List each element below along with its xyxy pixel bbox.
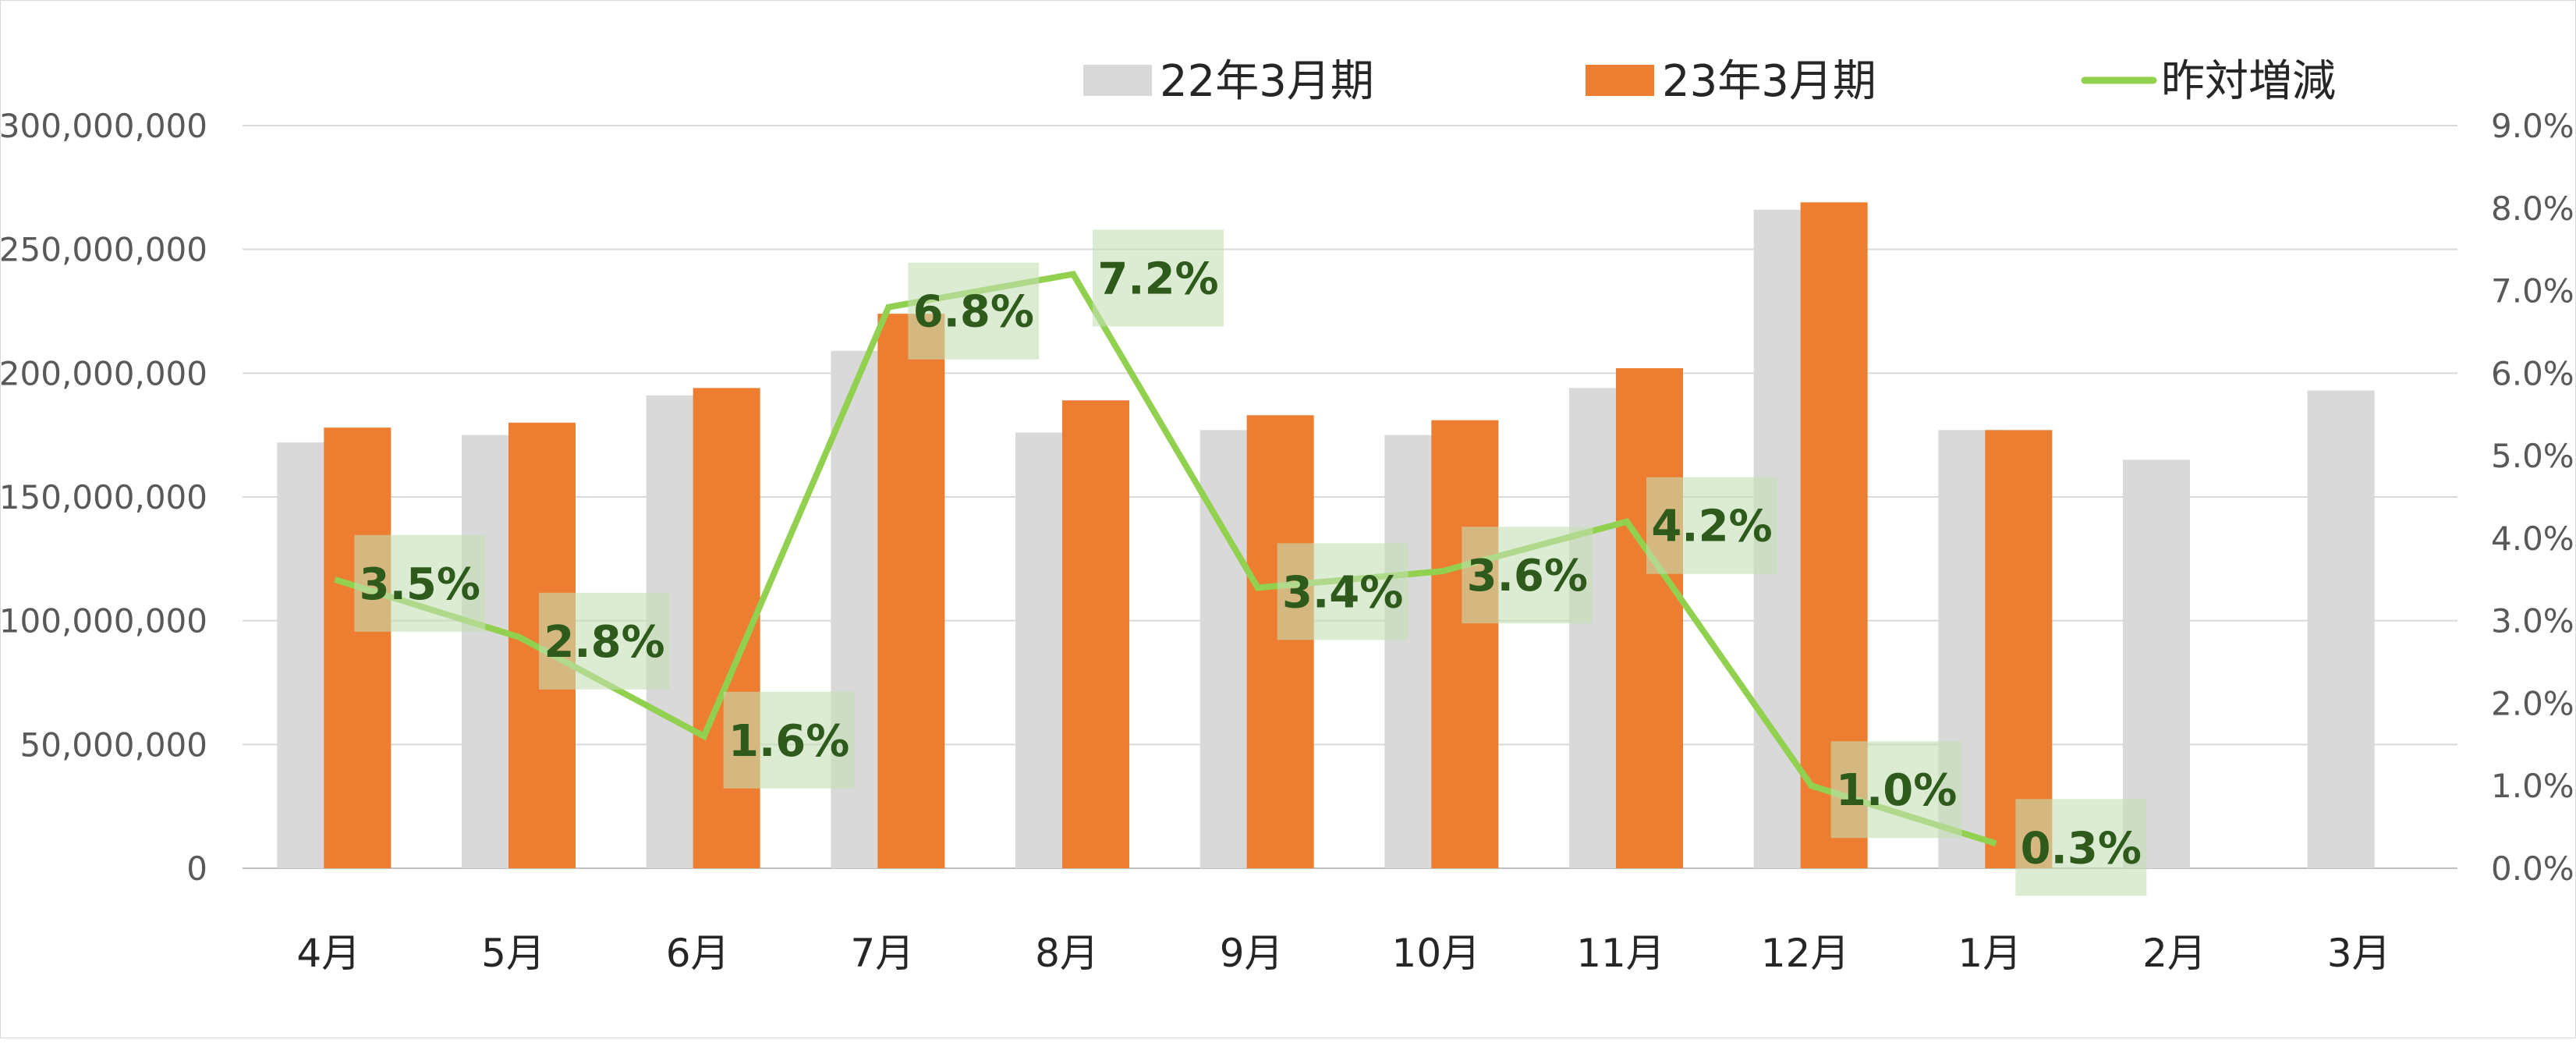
legend-label: 昨対増減: [2161, 56, 2336, 107]
legend-label: 23年3月期: [1662, 56, 1876, 107]
data-label: 0.3%: [2021, 823, 2142, 874]
data-label-box: [908, 262, 1040, 360]
bar-23年3月期: [1062, 400, 1129, 868]
bar-23年3月期: [1246, 415, 1314, 868]
category-label: 4月: [296, 931, 360, 976]
category-label: 3月: [2327, 931, 2391, 976]
bar-23年3月期: [1616, 367, 1683, 868]
data-label-box: [1830, 741, 1962, 839]
data-label-box: [1277, 543, 1408, 640]
data-label: 1.6%: [728, 716, 849, 767]
legend-label: 22年3月期: [1160, 56, 1374, 107]
data-label-box: [1646, 477, 1777, 574]
data-label: 7.2%: [1097, 254, 1218, 304]
data-labels: 3.5% 2.8% 1.6% 6.8% 7.2% 3.4% 3.6% 4.2% 1.0% 0.3%: [354, 229, 2147, 896]
category-label: 2月: [2142, 931, 2206, 976]
data-label: 6.8%: [913, 287, 1034, 338]
bars: [277, 202, 2375, 869]
right-axis-tick-label: 7.0%: [2491, 272, 2574, 310]
left-axis-tick-label: 250,000,000: [1, 231, 207, 269]
category-axis: 4月 5月 6月 7月 8月 9月 10月 11月 12月 1月 2月 3月: [296, 931, 2390, 976]
legend-swatch: [1586, 65, 1654, 96]
category-label: 7月: [850, 931, 914, 976]
right-axis-ticks: 0.0% 1.0% 2.0% 3.0% 4.0% 5.0% 6.0% 7.0% 8.0% 9.0%: [2491, 107, 2574, 888]
category-label: 9月: [1220, 931, 1284, 976]
data-label: 3.5%: [360, 559, 480, 610]
category-label: 10月: [1392, 931, 1481, 976]
category-label: 12月: [1761, 931, 1850, 976]
right-axis-tick-label: 5.0%: [2491, 437, 2574, 475]
right-axis-tick-label: 8.0%: [2491, 190, 2574, 228]
category-label: 11月: [1576, 931, 1665, 976]
data-label-box: [723, 691, 855, 789]
right-axis-tick-label: 9.0%: [2491, 107, 2574, 145]
category-label: 8月: [1035, 931, 1099, 976]
bar-23年3月期: [1431, 420, 1499, 868]
bar-22年3月期: [2307, 390, 2375, 869]
right-axis-tick-label: 3.0%: [2491, 602, 2574, 640]
right-axis-tick-label: 2.0%: [2491, 684, 2574, 722]
data-label: 2.8%: [544, 617, 664, 668]
bar-23年3月期: [877, 314, 945, 868]
right-axis-tick-label: 0.0%: [2491, 850, 2574, 888]
left-axis-ticks: 0 50,000,000 100,000,000 150,000,000 200,000…: [0, 107, 207, 888]
data-label: 3.6%: [1467, 551, 1588, 601]
data-label-box: [1093, 229, 1224, 327]
category-label: 1月: [1958, 931, 2021, 976]
left-axis-tick-label: 200,000,000: [1, 354, 207, 392]
data-label-box: [539, 592, 670, 690]
left-axis-tick-label: 50,000,000: [20, 725, 207, 764]
left-axis-tick-label: 0: [186, 850, 207, 888]
right-axis-tick-label: 1.0%: [2491, 767, 2574, 805]
legend-swatch: [1083, 65, 1152, 96]
bar-23年3月期: [1985, 430, 2053, 868]
data-label-box: [1462, 527, 1593, 624]
category-label: 5月: [481, 931, 545, 976]
data-label: 4.2%: [1651, 502, 1772, 552]
category-label: 6月: [666, 931, 730, 976]
data-label: 1.0%: [1836, 765, 1957, 816]
data-label-box: [354, 534, 486, 632]
right-axis-tick-label: 4.0%: [2491, 520, 2574, 558]
data-label-box: [2015, 799, 2147, 896]
legend: 22年3月期 23年3月期 昨対増減: [1083, 56, 2336, 107]
right-axis-tick-label: 6.0%: [2491, 354, 2574, 392]
left-axis-tick-label: 100,000,000: [1, 602, 207, 640]
left-axis-tick-label: 300,000,000: [1, 107, 207, 145]
left-axis-tick-label: 150,000,000: [1, 478, 207, 516]
data-label: 3.4%: [1282, 567, 1403, 618]
bar-23年3月期: [324, 427, 392, 868]
